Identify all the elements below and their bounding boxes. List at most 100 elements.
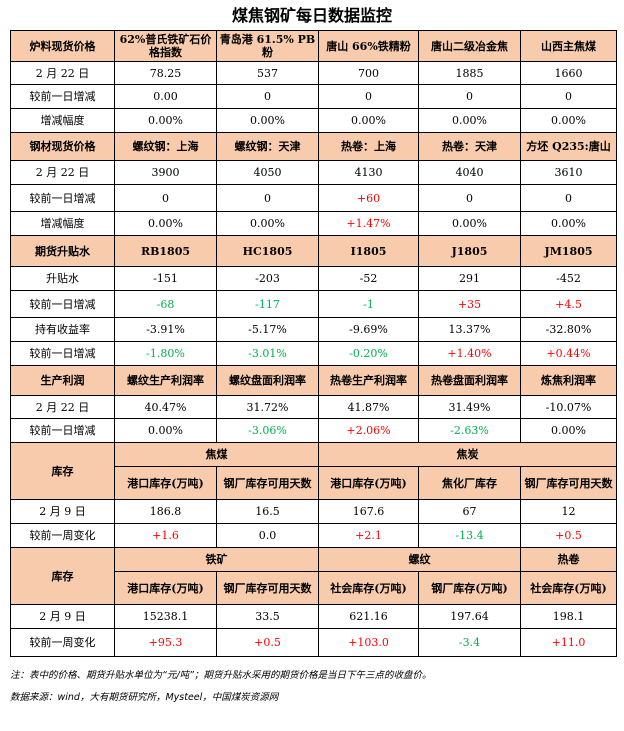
futures-yield-row: 持有收益率 -3.91% -5.17% -9.69% 13.37% -32.80…: [10, 317, 617, 342]
row-label: 较前一日增减: [10, 341, 115, 366]
futures-basis-change-row: 较前一日增减 -68 -117 -1 +35 +4.5: [10, 290, 617, 318]
table-cell: 40.47%: [114, 395, 217, 419]
futures-col-header: RB1805: [114, 235, 217, 267]
table-cell: 0: [520, 184, 617, 212]
table-cell: 3610: [520, 160, 617, 185]
table-cell: 4040: [418, 160, 521, 185]
table-cell: 197.64: [418, 604, 521, 629]
table-cell: -0.20%: [318, 341, 419, 366]
table-cell: 186.8: [114, 499, 217, 524]
table-cell: +0.44%: [520, 341, 617, 366]
futures-section-label: 期货升贴水: [10, 235, 115, 267]
page: 煤焦钢矿每日数据监控 炉料现货价格 62%普氏铁矿石价格指数 青岛港 61.5%…: [10, 6, 617, 703]
table-cell: +0.5: [216, 628, 319, 657]
futures-header-row: 期货升贴水 RB1805 HC1805 I1805 J1805 JM1805: [10, 235, 617, 267]
table-cell: 537: [216, 61, 319, 85]
row-label: 升贴水: [10, 266, 115, 291]
table-cell: 0.00%: [114, 418, 217, 443]
table-cell: 41.87%: [318, 395, 419, 419]
table-cell: -3.01%: [216, 341, 319, 366]
inventory1-group-header: 焦煤: [114, 442, 319, 467]
table-cell: -10.07%: [520, 395, 617, 419]
table-cell: 700: [318, 61, 419, 85]
profit-header-row: 生产利润 螺纹生产利润率 螺纹盘面利润率 热卷生产利润率 热卷盘面利润率 炼焦利…: [10, 365, 617, 396]
row-label: 2 月 22 日: [10, 395, 115, 419]
table-cell: 198.1: [520, 604, 617, 629]
steel-change-row: 较前一日增减 0 0 +60 0 0: [10, 184, 617, 212]
table-cell: 0.00%: [520, 108, 617, 133]
table-cell: +95.3: [114, 628, 217, 657]
table-cell: -13.4: [418, 523, 521, 548]
table-cell: 0.00%: [114, 211, 217, 236]
row-label: 较前一日增减: [10, 418, 115, 443]
steel-col-header: 热卷：上海: [318, 132, 419, 161]
inventory2-value-row: 2 月 9 日 15238.1 33.5 621.16 197.64 198.1: [10, 604, 617, 629]
row-label: 较前一日增减: [10, 290, 115, 318]
table-cell: -3.06%: [216, 418, 319, 443]
inventory1-change-row: 较前一周变化 +1.6 0.0 +2.1 -13.4 +0.5: [10, 523, 617, 548]
table-cell: 0: [216, 84, 319, 109]
table-cell: -117: [216, 290, 319, 318]
row-label: 增减幅度: [10, 108, 115, 133]
raw-col-header: 山西主焦煤: [520, 30, 617, 62]
inventory2-change-row: 较前一周变化 +95.3 +0.5 +103.0 -3.4 +11.0: [10, 628, 617, 657]
row-label: 2 月 22 日: [10, 61, 115, 85]
table-cell: -3.4: [418, 628, 521, 657]
table-cell: -52: [318, 266, 419, 291]
inventory1-col-header: 焦化厂库存: [418, 466, 521, 500]
footnote: 注：表中的价格、期货升贴水单位为“元/吨”；期货升贴水采用的期货价格是当日下午三…: [10, 670, 432, 681]
row-label: 2 月 9 日: [10, 499, 115, 524]
inventory1-group-row: 库存 焦煤 焦炭: [10, 442, 617, 500]
steel-pct-row: 增减幅度 0.00% 0.00% +1.47% 0.00% 0.00%: [10, 211, 617, 236]
inventory2-sub-row: 港口库存(万吨) 钢厂库存可用天数 社会库存(万吨) 钢厂库存(万吨) 社会库存…: [11, 571, 617, 605]
inventory2-group-header: 热卷: [520, 547, 617, 572]
profit-col-header: 螺纹盘面利润率: [216, 365, 319, 396]
table-cell: -1: [318, 290, 419, 318]
table-cell: 167.6: [318, 499, 419, 524]
table-cell: 3900: [114, 160, 217, 185]
inventory2-col-header: 港口库存(万吨): [114, 571, 217, 605]
table-cell: 0.00%: [418, 108, 521, 133]
row-label: 2 月 9 日: [10, 604, 115, 629]
table-cell: -32.80%: [520, 317, 617, 342]
table-cell: 1885: [418, 61, 521, 85]
table-cell: 67: [418, 499, 521, 524]
table-cell: 0: [318, 84, 419, 109]
row-label: 较前一周变化: [10, 523, 115, 548]
data-source: 数据来源：wind，大有期货研究所，Mysteel，中国煤炭资源网: [10, 692, 279, 703]
inventory2-col-header: 钢厂库存(万吨): [418, 571, 521, 605]
table-cell: 291: [418, 266, 521, 291]
row-label: 2 月 22 日: [10, 160, 115, 185]
inventory2-group-header: 铁矿: [114, 547, 319, 572]
futures-yield-change-row: 较前一日增减 -1.80% -3.01% -0.20% +1.40% +0.44…: [10, 341, 617, 366]
table-cell: +4.5: [520, 290, 617, 318]
table-cell: 0.00%: [114, 108, 217, 133]
raw-col-header: 唐山 66%铁精粉: [318, 30, 419, 62]
inventory1-group-header: 焦炭: [318, 442, 617, 467]
table-cell: 0: [520, 84, 617, 109]
raw-price-row: 2 月 22 日 78.25 537 700 1885 1660: [10, 61, 617, 85]
page-title: 煤焦钢矿每日数据监控: [231, 6, 392, 25]
inventory1-section-label: 库存: [10, 442, 115, 500]
table-cell: +1.40%: [418, 341, 521, 366]
futures-col-header: J1805: [418, 235, 521, 267]
row-label: 较前一日增减: [10, 184, 115, 212]
profit-col-header: 螺纹生产利润率: [114, 365, 217, 396]
table-cell: 0.00%: [216, 211, 319, 236]
table-cell: 0.00: [114, 84, 217, 109]
table-cell: -68: [114, 290, 217, 318]
raw-col-header: 青岛港 61.5% PB粉: [216, 30, 319, 62]
steel-col-header: 螺纹钢：上海: [114, 132, 217, 161]
row-label: 较前一周变化: [10, 628, 115, 657]
row-label: 增减幅度: [10, 211, 115, 236]
inventory1-col-header: 港口库存(万吨): [318, 466, 419, 500]
row-label: 持有收益率: [10, 317, 115, 342]
table-cell: -151: [114, 266, 217, 291]
table-cell: 0: [114, 184, 217, 212]
monitor-table: 炉料现货价格 62%普氏铁矿石价格指数 青岛港 61.5% PB粉 唐山 66%…: [10, 30, 617, 657]
table-cell: -9.69%: [318, 317, 419, 342]
table-cell: 31.49%: [418, 395, 521, 419]
steel-price-row: 2 月 22 日 3900 4050 4130 4040 3610: [10, 160, 617, 185]
futures-col-header: HC1805: [216, 235, 319, 267]
table-cell: 12: [520, 499, 617, 524]
